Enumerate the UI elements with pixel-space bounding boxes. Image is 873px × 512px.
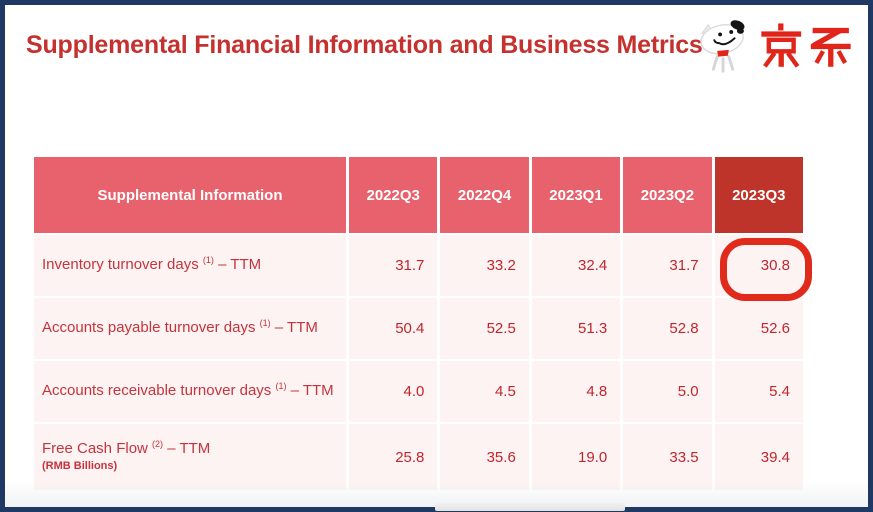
jd-logo (692, 17, 854, 80)
value-cell: 4.8 (531, 361, 621, 422)
value-cell: 35.6 (440, 424, 529, 490)
supplemental-info-table: Supplemental Information 2022Q3 2022Q4 2… (34, 157, 803, 490)
footnote-ref: (1) (259, 318, 271, 329)
row-label-inventory-turnover: Inventory turnover days (1) – TTM (34, 235, 346, 296)
value-cell: 25.8 (349, 424, 438, 490)
column-header-supplemental-information: Supplemental Information (34, 157, 346, 233)
value-cell: 52.6 (714, 298, 803, 359)
row-label-accounts-receivable-turnover: Accounts receivable turnover days (1) – … (34, 361, 346, 422)
value-cell: 4.0 (349, 361, 438, 422)
value-cell: 32.4 (531, 235, 621, 296)
footnote-ref: (1) (275, 381, 287, 392)
column-header-2023q3-highlighted: 2023Q3 (714, 157, 803, 233)
page-title: Supplemental Financial Information and B… (26, 31, 703, 59)
value-cell-highlighted: 30.8 (714, 235, 803, 296)
value-cell: 5.4 (714, 361, 803, 422)
column-header-2023q1: 2023Q1 (531, 157, 621, 233)
jd-wordmark-icon (758, 23, 854, 74)
value-cell: 19.0 (531, 424, 621, 490)
value-cell: 33.2 (440, 235, 529, 296)
bottom-scrollbar-thumb[interactable] (435, 503, 625, 511)
row-label-free-cash-flow: Free Cash Flow (2) – TTM (RMB Billions) (34, 424, 346, 490)
value-cell: 52.8 (623, 298, 712, 359)
footnote-ref: (1) (202, 255, 214, 266)
column-header-2022q4: 2022Q4 (440, 157, 529, 233)
row-label-accounts-payable-turnover: Accounts payable turnover days (1) – TTM (34, 298, 346, 359)
row-label-unit-note: (RMB Billions) (42, 460, 118, 472)
footnote-ref: (2) (152, 439, 164, 450)
value-cell: 5.0 (623, 361, 712, 422)
value-cell: 31.7 (623, 235, 712, 296)
value-cell: 39.4 (714, 424, 803, 490)
value-cell: 4.5 (440, 361, 529, 422)
value-cell: 50.4 (349, 298, 438, 359)
joy-dog-mascot-icon (692, 17, 754, 80)
column-header-2023q2: 2023Q2 (623, 157, 712, 233)
value-cell: 52.5 (440, 298, 529, 359)
value-cell: 33.5 (623, 424, 712, 490)
value-cell: 51.3 (531, 298, 621, 359)
column-header-2022q3: 2022Q3 (349, 157, 438, 233)
value-cell: 31.7 (349, 235, 438, 296)
